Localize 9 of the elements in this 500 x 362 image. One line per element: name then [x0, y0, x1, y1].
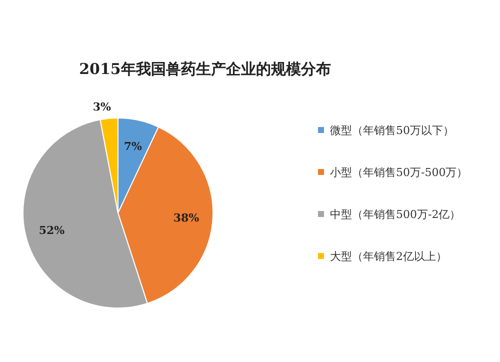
legend-label: 微型（年销售50万以下） — [330, 124, 454, 137]
legend-label: 中型（年销售500万-2亿） — [330, 208, 461, 221]
legend-label: 大型（年销售2亿以上） — [330, 250, 447, 263]
data-label: 7% — [124, 140, 143, 154]
data-label: 52% — [38, 224, 66, 238]
legend-label: 小型（年销售50万-500万） — [330, 166, 468, 179]
data-label: 38% — [173, 211, 200, 224]
data-label: 3% — [92, 100, 112, 114]
chart-title: 2015年我国兽药生产企业的规模分布 — [79, 60, 331, 78]
